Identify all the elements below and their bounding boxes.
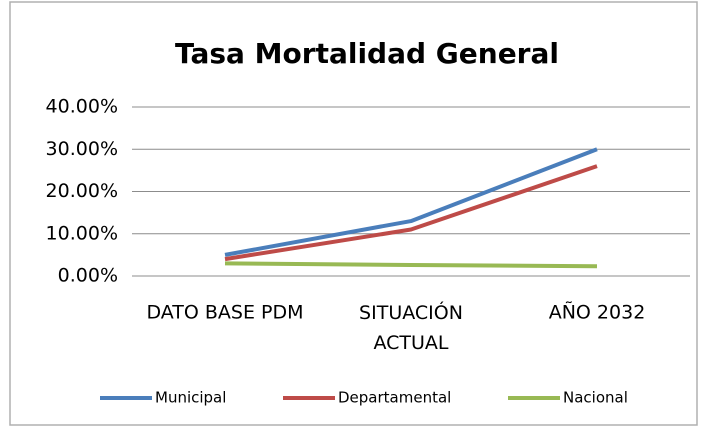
x-tick-label: DATO BASE PDM	[146, 302, 303, 324]
legend-label: Municipal	[155, 389, 226, 407]
y-tick-label: 30.00%	[46, 138, 118, 160]
y-tick-label: 20.00%	[46, 180, 118, 202]
series-line	[224, 164, 598, 262]
y-tick-label: 0.00%	[58, 265, 118, 287]
series-line	[224, 261, 598, 269]
x-tick-label: AÑO 2032	[549, 301, 646, 324]
series-line	[224, 147, 598, 257]
y-tick-label: 40.00%	[46, 96, 118, 118]
legend-label: Nacional	[563, 389, 628, 407]
x-tick-label: SITUACIÓN ACTUAL	[359, 300, 463, 354]
y-tick-label: 10.00%	[46, 222, 118, 244]
chart-frame	[9, 1, 698, 426]
legend-label: Departamental	[338, 389, 451, 407]
chart-title: Tasa Mortalidad General	[175, 37, 559, 70]
